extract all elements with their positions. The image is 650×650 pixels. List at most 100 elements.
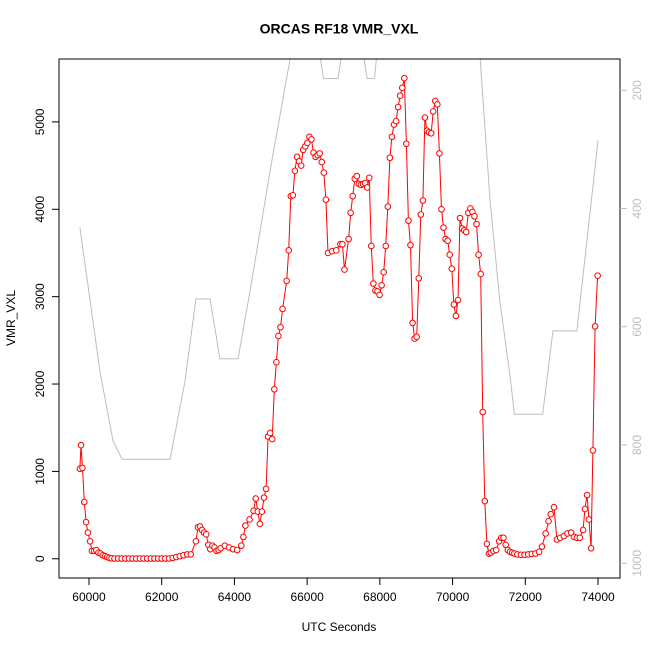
data-point [481,497,489,505]
data-point [547,510,555,518]
x-tick-label: 70000 [436,590,470,604]
data-point [407,241,414,249]
data-point [535,548,543,556]
data-point [240,533,247,541]
y2-tick-label: 1000 [630,550,644,577]
data-point [429,108,437,115]
data-point [579,526,587,534]
data-point [450,301,458,308]
plot-area [76,59,601,562]
data-point [233,546,241,554]
data-point [237,542,245,549]
data-point [79,464,86,472]
data-point [405,217,412,224]
data-point [477,270,484,278]
data-point [77,441,85,449]
data-point [434,101,441,108]
data-point [332,247,340,254]
data-point [452,312,460,320]
data-point [473,220,480,228]
data-point [273,358,280,366]
data-point [421,114,429,121]
data-point [538,543,546,550]
data-point [277,323,284,331]
data-point [384,203,392,210]
data-point [415,275,423,282]
data-point [345,235,352,243]
data-point [252,495,260,502]
data-point [417,211,425,218]
data-point [398,84,406,92]
x-tick-label: 64000 [218,590,252,604]
data-point [318,158,326,166]
data-point [492,546,500,554]
data-point [368,242,375,250]
data-point [322,196,330,203]
data-point [479,408,487,416]
data-point [409,319,416,327]
data-point [285,247,293,254]
data-point [202,531,210,538]
data-point [392,117,400,125]
data-point [256,520,264,528]
y-tick-label: 1000 [33,458,47,485]
data-point [365,174,373,182]
data-point [266,429,274,437]
x-axis-label: UTC Seconds [302,620,377,634]
y-tick-label: 4000 [33,196,47,223]
data-point [82,518,90,526]
data-point [363,184,371,191]
data-point [308,136,315,143]
data-point [583,491,591,499]
data-point [550,503,558,511]
data-point [448,265,456,272]
y2-tick-label: 800 [630,435,644,455]
y-tick-label: 2000 [33,370,47,397]
data-point [567,529,575,536]
data-point [396,92,404,99]
data-point [471,212,478,220]
data-point [297,162,305,169]
data-point [378,281,385,289]
x-tick-label: 72000 [509,590,543,604]
data-point [446,251,454,259]
x-tick-label: 68000 [363,590,397,604]
data-point [279,305,286,313]
data-point [192,538,200,545]
chart-title: ORCAS RF18 VMR_VXL [260,21,419,37]
data-point [438,205,445,213]
data-point [545,517,552,525]
data-point [500,534,507,542]
data-point [84,529,92,536]
y-tick-label: 5000 [33,108,47,135]
data-point [587,544,595,552]
data-point [382,242,390,250]
data-point [86,538,94,545]
y2-tick-label: 200 [630,80,644,100]
data-point [289,192,297,199]
data-point [283,277,290,285]
data-point [339,240,346,248]
data-point [454,296,462,304]
data-point [394,103,402,111]
data-point [242,522,249,529]
data-point [275,332,282,340]
data-point [475,251,482,259]
data-point [444,237,451,245]
data-point [271,385,278,393]
data-point [483,540,491,548]
data-point [341,266,348,273]
y2-tick-label: 600 [630,316,644,336]
data-point [589,447,597,454]
data-point [403,140,410,148]
data-point [462,228,470,236]
data-point [585,516,593,523]
x-tick-label: 60000 [72,590,106,604]
data-point [347,209,354,217]
x-tick-label: 62000 [145,590,179,604]
y-axis-label: VMR_VXL [4,290,18,346]
data-point [380,268,387,276]
data-point [353,172,361,180]
